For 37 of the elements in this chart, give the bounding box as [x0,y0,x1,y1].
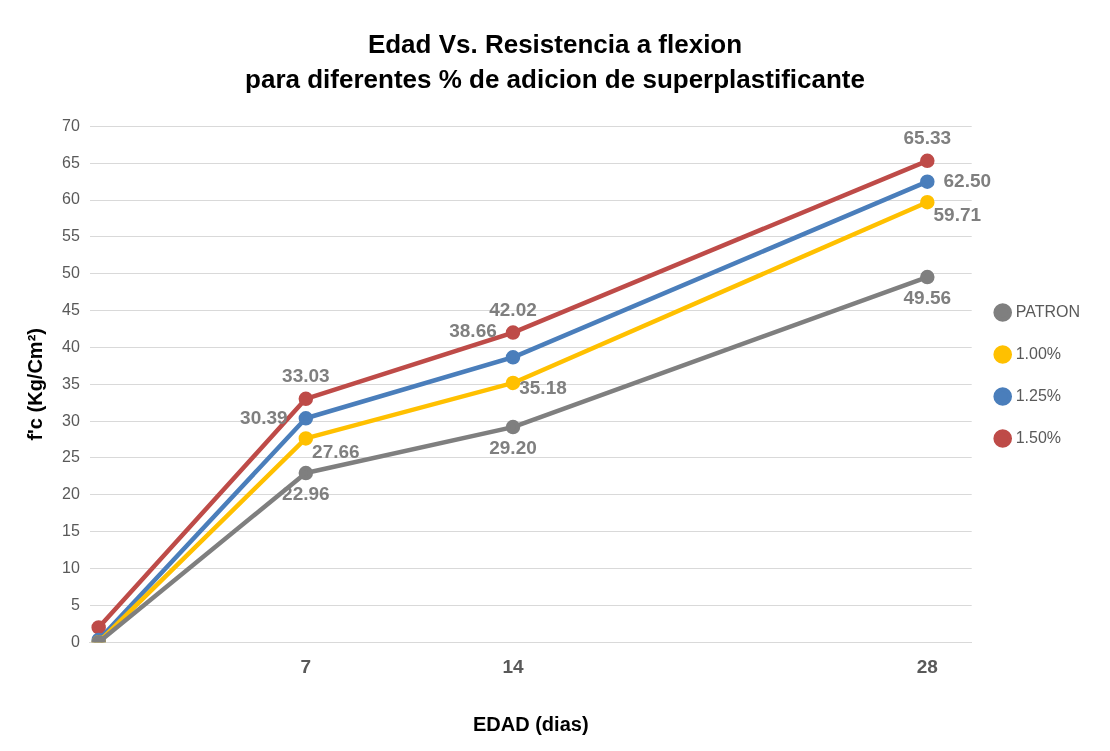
legend-label: 1.25% [1015,386,1062,404]
y-tick-label: 30 [62,411,80,429]
legend-label: PATRON [1015,302,1080,320]
data-label: 33.03 [282,365,330,387]
y-tick-label: 15 [62,522,80,540]
legend-label: 1.50% [1015,428,1062,446]
chart-subtitle: para diferentes % de adicion de superplastificante [245,63,865,94]
y-tick-label: 40 [62,337,80,355]
x-tick-label: 28 [916,655,938,677]
y-tick-label: 65 [62,153,80,171]
data-label: 65.33 [903,127,952,149]
y-tick-label: 0 [70,632,80,650]
data-label: 30.39 [240,406,288,428]
data-label: 27.66 [312,440,360,462]
y-tick-label: 50 [62,264,80,282]
data-label: 29.20 [489,437,537,459]
y-tick-label: 25 [62,448,80,466]
data-label: 38.66 [449,319,497,341]
chart-title: Edad Vs. Resistencia a flexion [367,28,743,59]
x-tick-label: 14 [502,655,524,677]
x-axis-title: EDAD (dias) [472,712,589,735]
y-tick-label: 45 [62,301,80,319]
data-label: 59.71 [933,204,982,226]
y-tick-label: 10 [62,558,80,576]
data-label: 62.50 [943,169,992,191]
y-tick-label: 20 [62,485,80,503]
y-tick-label: 60 [62,190,80,208]
x-tick-label: 7 [300,655,312,677]
data-label: 42.02 [489,298,537,320]
data-label: 35.18 [519,377,567,399]
y-tick-label: 5 [70,595,80,613]
legend-label: 1.00% [1015,344,1062,362]
data-label: 49.56 [903,287,952,309]
y-axis-title: f'c (Kg/Cm²) [23,328,46,441]
y-tick-label: 55 [62,227,80,245]
y-tick-label: 35 [62,374,80,392]
y-tick-label: 70 [62,116,80,134]
